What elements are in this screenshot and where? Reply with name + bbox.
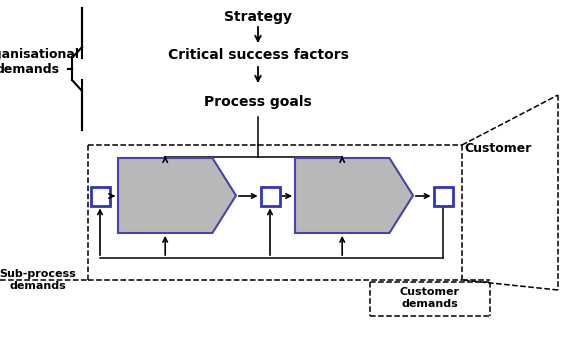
Bar <box>260 186 280 206</box>
Text: Customer: Customer <box>464 142 532 154</box>
Bar <box>433 186 453 206</box>
Text: Organisational
demands: Organisational demands <box>0 48 80 76</box>
Text: Process goals: Process goals <box>204 95 312 109</box>
Bar <box>90 186 110 206</box>
Text: Sub-process
demands: Sub-process demands <box>0 269 76 291</box>
Text: Critical success factors: Critical success factors <box>168 48 349 62</box>
Polygon shape <box>118 158 236 233</box>
Text: Strategy: Strategy <box>224 10 292 24</box>
Polygon shape <box>295 158 413 233</box>
Text: Customer
demands: Customer demands <box>400 287 460 309</box>
